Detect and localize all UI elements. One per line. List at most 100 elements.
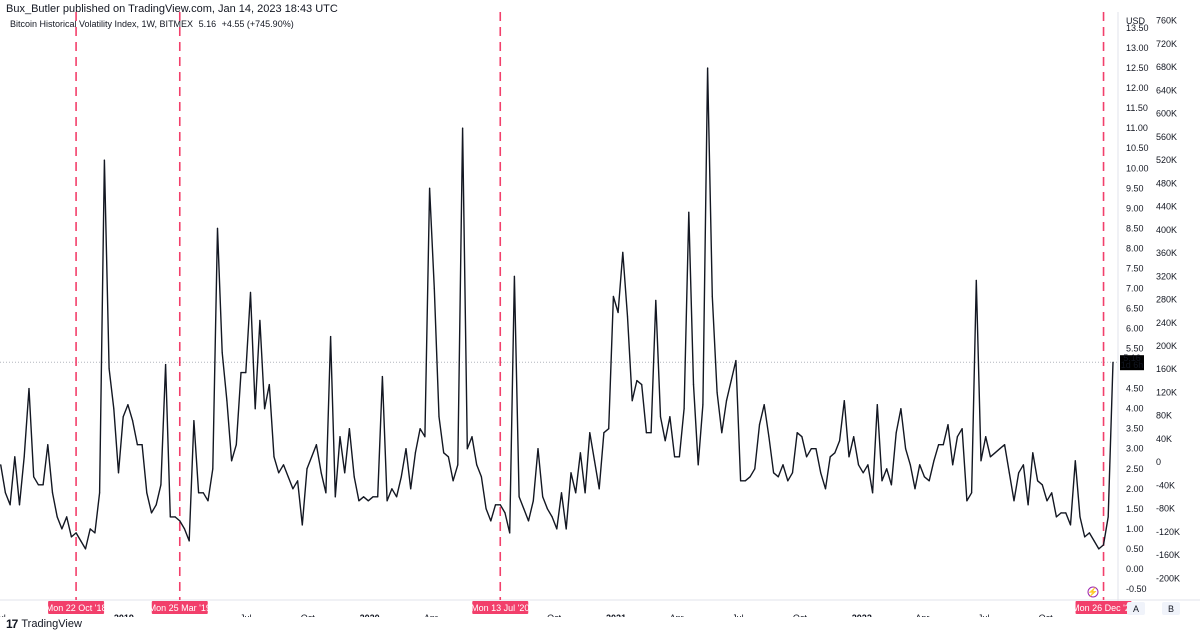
volatility-data-point [584,492,586,494]
time-tick-label: 2019 [114,613,134,617]
volatility-data-point [867,464,869,466]
volatility-data-point [659,416,662,418]
volatility-data-point [28,388,30,390]
volatility-data-point [872,492,874,494]
volatility-data-point [749,476,751,478]
volatility-data-point [678,456,681,458]
published-text: Bux_Butler published on TradingView.com,… [6,3,338,15]
volatility-data-point [466,448,468,450]
auto-scale-button[interactable] [1127,602,1145,615]
volatility-data-point [853,436,855,438]
volatility-chart[interactable]: USD -0.50 0.00 0.50 1.00 1.50 2.00 2.50 3.00 3.50… [0,12,1200,617]
volatility-data-point [631,400,633,402]
volatility-data-point [956,436,959,438]
volatility-data-point [132,420,134,422]
volatility-data-point [721,432,723,434]
price-tick-label: 7.00 [1126,283,1144,293]
tradingview-logo-icon[interactable]: 17 [6,617,18,631]
volatility-data-point [692,384,695,386]
volatility-data-point [947,424,949,426]
volatility-data-point [787,480,789,482]
volatility-data-point [471,436,473,438]
volatility-data-point [598,488,600,490]
volatility-data-point [127,404,129,406]
volatility-data-point [245,372,247,374]
volatility-data-point [315,444,317,446]
volatility-data-point [202,492,204,494]
volatility-data-point [782,464,784,466]
secondary-tick-label: -200K [1156,573,1180,583]
volatility-data-point [801,436,803,438]
volatility-data-point [113,408,115,410]
volatility-data-point [150,512,153,514]
volatility-data-point [645,432,648,434]
volatility-data-point [612,295,615,298]
price-tick-label: 5.50 [1126,344,1144,354]
volatility-data-point [306,468,308,470]
volatility-data-point [763,404,765,406]
volatility-data-point [320,472,322,474]
volatility-data-point [419,428,421,430]
volatility-data-point [429,187,431,189]
volatility-data-point [579,452,582,454]
volatility-data-point [311,456,313,458]
price-tick-label: 3.50 [1126,424,1144,434]
volatility-data-point [857,464,860,466]
lightning-icon[interactable] [1087,586,1099,598]
secondary-tick-label: 640K [1156,85,1177,95]
secondary-tick-label: 520K [1156,155,1177,165]
volatility-data-point [193,420,195,422]
volatility-data-point [37,484,40,486]
legend-symbol[interactable]: Bitcoin Historical Volatility Index, 1W,… [10,19,194,29]
volatility-data-point [881,480,883,482]
secondary-tick-label: -120K [1156,527,1180,537]
volatility-data-point [622,251,624,253]
price-tick-label: 6.00 [1126,324,1144,334]
volatility-data-point [292,488,294,490]
time-tick-label: 2020 [360,613,380,617]
volatility-data-point [400,476,402,478]
secondary-tick-label: 240K [1156,318,1177,328]
price-tick-label: 3.00 [1126,444,1144,454]
volatility-data-point [381,376,383,378]
volatility-data-point [966,500,968,502]
volatility-data-point [655,299,657,302]
volatility-data-point [264,408,266,410]
volatility-data-point [207,500,209,502]
volatility-data-point [160,484,162,486]
secondary-tick-label: 480K [1156,178,1177,188]
time-tick-label: 2021 [606,613,626,617]
volatility-data-point [1065,512,1067,514]
volatility-data-point [1107,516,1109,518]
volatility-data-point [23,456,25,458]
time-tick-label: Jul [240,613,252,617]
volatility-data-point [1074,460,1076,462]
second-scale-button[interactable] [1162,602,1180,615]
volatility-data-point [344,472,346,474]
volatility-data-point [268,384,270,386]
volatility-data-point [546,508,549,510]
volatility-data-point [824,488,827,490]
volatility-data-point [231,460,233,462]
volatility-data-point [287,476,289,478]
secondary-tick-label: 320K [1156,271,1177,281]
secondary-tick-label: 360K [1156,248,1177,258]
volatility-data-point [758,424,761,426]
volatility-data-point [146,492,148,494]
volatility-data-point [216,227,219,229]
volatility-data-point [565,528,567,530]
secondary-tick-label: 40K [1156,434,1172,444]
footer-brand[interactable]: TradingView [21,618,82,630]
volatility-data-point [674,456,676,458]
price-tick-label: 9.50 [1126,183,1144,193]
volatility-data-point [410,488,412,490]
second-scale-label: B [1168,604,1174,614]
volatility-data-point [688,211,690,213]
volatility-data-point [117,472,120,474]
volatility-data-point [103,159,105,161]
volatility-data-point [725,400,728,402]
time-tick-label: Apr [424,613,438,617]
volatility-data-point [457,464,459,466]
date-marker-badge [472,601,529,614]
secondary-tick-label: -160K [1156,550,1180,560]
